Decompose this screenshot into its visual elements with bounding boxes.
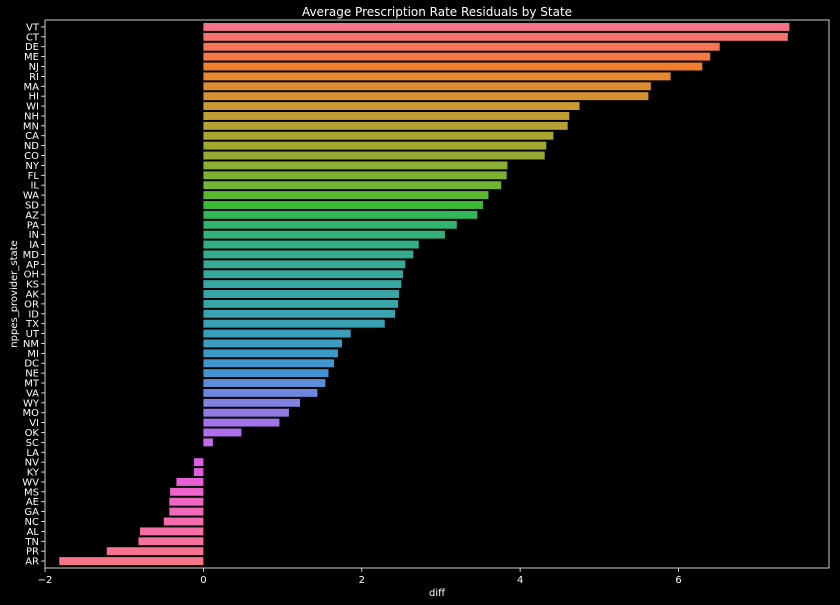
bar-co — [203, 152, 544, 160]
bar-vt — [203, 23, 789, 31]
chart-title: Average Prescription Rate Residuals by S… — [302, 5, 572, 19]
bar-ma — [203, 82, 650, 90]
bar-pr — [107, 547, 204, 555]
x-ticks: −2 0 2 4 6 — [38, 568, 682, 586]
bar-nh — [203, 112, 569, 120]
bar-ut — [203, 330, 350, 338]
bar-ks — [203, 280, 401, 288]
bar-pa — [203, 221, 456, 229]
bar-ky — [194, 468, 204, 476]
x-axis-title: diff — [429, 588, 446, 599]
y-axis-title: nppes_provider_state — [9, 240, 20, 347]
x-tick-label: 2 — [359, 575, 365, 586]
bar-ga — [169, 508, 203, 516]
bar-wa — [203, 191, 488, 199]
bar-ak — [203, 290, 399, 298]
bar-wi — [203, 102, 579, 110]
bar-dc — [203, 359, 334, 367]
bar-ri — [203, 72, 670, 80]
bar-ms — [170, 488, 203, 496]
bar-ia — [203, 241, 418, 249]
bar-nj — [203, 63, 702, 71]
bar-al — [140, 527, 203, 535]
bar-mo — [203, 409, 289, 417]
y-tick-label: AR — [25, 557, 39, 568]
bar-id — [203, 310, 395, 318]
bar-az — [203, 211, 477, 219]
bar-nv — [194, 458, 204, 466]
bar-oh — [203, 270, 403, 278]
bar-md — [203, 250, 413, 258]
bar-nd — [203, 142, 546, 150]
bar-ar — [59, 557, 203, 565]
bar-me — [203, 53, 710, 61]
bar-va — [203, 389, 317, 397]
bar-mt — [203, 379, 325, 387]
bar-fl — [203, 171, 506, 179]
bar-sd — [203, 201, 483, 209]
x-tick-label: 0 — [200, 575, 206, 586]
bar-tn — [138, 537, 203, 545]
bar-il — [203, 181, 501, 189]
bar-ca — [203, 132, 553, 140]
bar-hi — [203, 92, 648, 100]
x-tick-label: 4 — [517, 575, 523, 586]
bar-vi — [203, 419, 279, 427]
bar-or — [203, 300, 398, 308]
bar-nm — [203, 339, 342, 347]
bar-de — [203, 43, 719, 51]
bar-tx — [203, 320, 384, 328]
x-tick-label: −2 — [38, 575, 53, 586]
bar-sc — [203, 438, 213, 446]
bar-in — [203, 231, 445, 239]
bar-nc — [164, 518, 204, 526]
bar-ct — [203, 33, 787, 41]
bar-ok — [203, 429, 241, 437]
bar-ap — [203, 260, 405, 268]
x-tick-label: 6 — [675, 575, 681, 586]
y-tick-labels: VTCTDEMENJRIMAHIWINHMNCANDCONYFLILWASDAZ… — [22, 22, 45, 567]
bar-wv — [176, 478, 203, 486]
bar-ny — [203, 161, 507, 169]
bar-wy — [203, 399, 300, 407]
bar-mi — [203, 349, 338, 357]
bar-ae — [169, 498, 203, 506]
bar-mn — [203, 122, 567, 130]
bar-ne — [203, 369, 328, 377]
